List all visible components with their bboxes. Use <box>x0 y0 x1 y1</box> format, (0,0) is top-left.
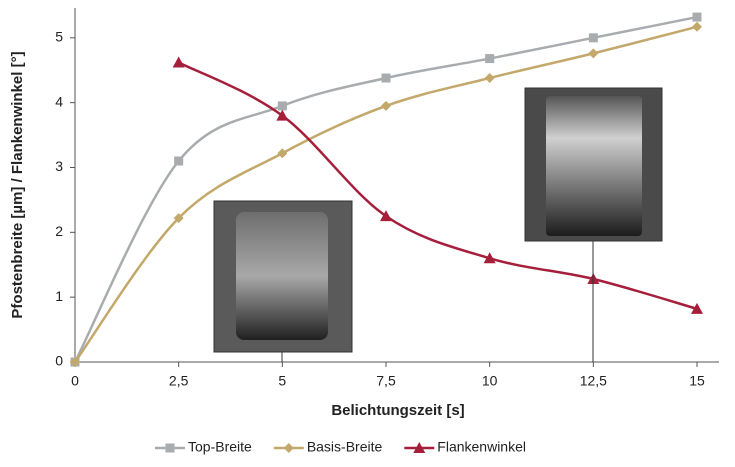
marker <box>381 101 391 111</box>
marker <box>166 444 175 453</box>
legend-label: Top-Breite <box>188 439 252 455</box>
y-tick-label: 3 <box>55 158 63 174</box>
marker <box>693 13 702 22</box>
x-tick-label: 0 <box>71 373 79 389</box>
marker <box>485 54 494 63</box>
marker <box>589 33 598 42</box>
inset-image <box>214 201 352 352</box>
x-tick-label: 5 <box>278 373 286 389</box>
inset-image <box>525 88 662 241</box>
legend-label: Basis-Breite <box>307 439 383 455</box>
legend-item: Basis-Breite <box>274 439 383 455</box>
x-axis-label: Belichtungszeit [s] <box>331 402 464 419</box>
y-tick-label: 0 <box>55 353 63 369</box>
y-axis-label: Pfostenbreite [µm] / Flankenwinkel [°] <box>9 51 26 318</box>
marker <box>588 48 598 58</box>
marker <box>173 56 185 67</box>
marker <box>485 73 495 83</box>
x-tick-label: 10 <box>482 373 498 389</box>
legend-item: Flankenwinkel <box>404 439 526 455</box>
marker <box>692 22 702 32</box>
legend-item: Top-Breite <box>155 439 252 455</box>
x-tick-label: 2,5 <box>169 373 189 389</box>
y-tick-label: 5 <box>55 29 63 45</box>
marker <box>174 157 183 166</box>
marker <box>382 74 391 83</box>
x-tick-label: 7,5 <box>376 373 396 389</box>
marker <box>284 443 294 453</box>
legend-label: Flankenwinkel <box>437 439 526 455</box>
y-tick-label: 2 <box>55 223 63 239</box>
y-tick-label: 4 <box>55 93 63 109</box>
chart: 0 1 2 3 4 5 0 2,5 5 7,5 10 12,5 15 Belichtungszeit [… <box>0 0 735 462</box>
marker <box>278 101 287 110</box>
x-tick-label: 15 <box>689 373 705 389</box>
marker <box>277 148 287 158</box>
y-tick-label: 1 <box>55 288 63 304</box>
x-tick-label: 12,5 <box>580 373 607 389</box>
